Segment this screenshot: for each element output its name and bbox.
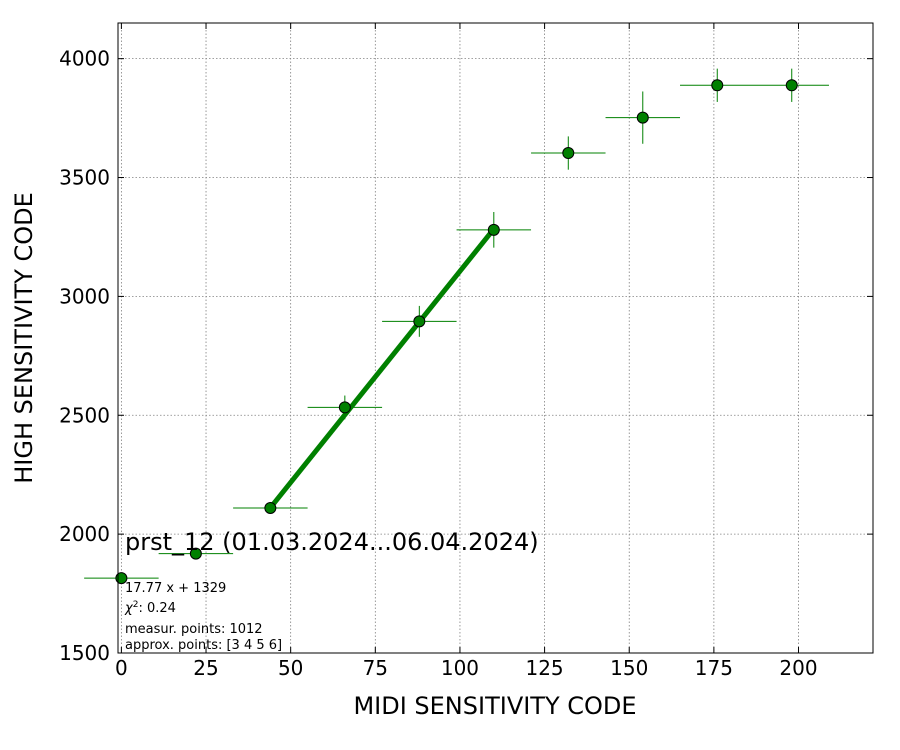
data-point: [413, 315, 426, 328]
x-tick-label: 0: [115, 656, 128, 680]
y-tick-label: 2000: [59, 522, 110, 546]
x-tick-label: 100: [441, 656, 479, 680]
x-tick-label: 125: [525, 656, 563, 680]
approx-points: approx. points: [3 4 5 6]: [125, 638, 282, 653]
plot-frame: [117, 22, 874, 654]
y-tick-label: 3500: [59, 166, 110, 190]
x-tick-label: 200: [779, 656, 817, 680]
data-points: [115, 79, 798, 585]
y-axis-label: HIGH SENSITIVITY CODE: [10, 192, 38, 484]
grid: [118, 23, 873, 654]
y-tick-label: 4000: [59, 47, 110, 71]
chi2-superscript: 2: [133, 600, 139, 610]
data-point: [115, 572, 128, 585]
x-tick-label: 50: [278, 656, 303, 680]
fit-equation: 17.77 x + 1329: [125, 581, 226, 596]
data-point: [264, 501, 277, 514]
y-tick-label: 3000: [59, 284, 110, 308]
errorbars: [84, 68, 829, 579]
data-point: [189, 547, 202, 560]
y-tick-label: 1500: [59, 641, 110, 665]
ticks: 0 25 50 75 100 125 150 175 200 1500 2000 2500 3000 35…: [59, 23, 873, 680]
x-tick-label: 25: [193, 656, 218, 680]
x-axis-label: MIDI SENSITIVITY CODE: [353, 692, 636, 720]
fit-line-group: [268, 227, 496, 510]
y-tick-label: 2500: [59, 403, 110, 427]
x-tick-label: 75: [363, 656, 388, 680]
chi2-value: : 0.24: [138, 601, 175, 616]
data-point: [636, 111, 649, 124]
data-point: [562, 147, 575, 160]
chi2-annotation: χ2: 0.24: [124, 600, 176, 616]
x-tick-label: 150: [610, 656, 648, 680]
x-tick-label: 175: [695, 656, 733, 680]
data-point: [711, 79, 724, 92]
data-point: [487, 223, 500, 236]
chi2-symbol: χ: [124, 601, 134, 616]
chart-annotation-title: prst_12 (01.03.2024...06.04.2024): [125, 528, 539, 556]
data-point: [785, 79, 798, 92]
fit-line: [268, 227, 496, 510]
measur-points: measur. points: 1012: [125, 622, 263, 637]
data-point: [338, 401, 351, 414]
